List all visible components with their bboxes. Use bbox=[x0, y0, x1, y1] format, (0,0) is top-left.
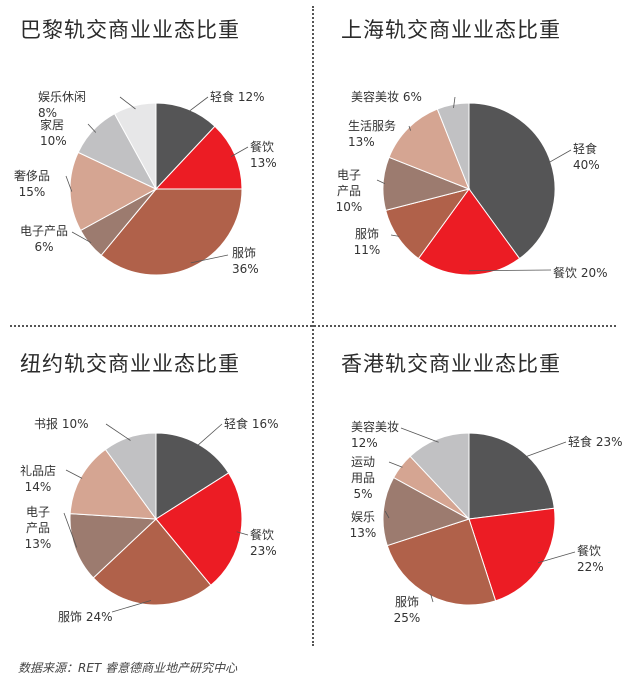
pie-slice bbox=[155, 472, 243, 586]
leader-line bbox=[376, 179, 386, 185]
leader-line bbox=[522, 441, 567, 459]
slice-label: 服饰 36% bbox=[232, 246, 259, 276]
leader-line bbox=[236, 531, 249, 536]
slice-label: 餐饮 23% bbox=[250, 527, 277, 558]
chart-panel-newyork: 纽约轨交商业业态比重 轻食 16% 餐饮 23% 服饰 24% 电子产品 13% 礼品店 14… bbox=[0, 330, 313, 660]
pie-slice bbox=[468, 507, 556, 602]
leader-line bbox=[546, 149, 572, 165]
leader-line bbox=[388, 461, 403, 468]
leader-line bbox=[408, 125, 411, 131]
slice-label: 服饰 25% bbox=[394, 595, 421, 625]
leader-line bbox=[384, 510, 390, 519]
slice-label: 礼品店 14% bbox=[20, 463, 56, 494]
leader-line bbox=[537, 551, 576, 564]
leader-line bbox=[230, 146, 249, 157]
chart-panel-paris: 巴黎轨交商业业态比重 轻食 12% 餐饮 13% 服饰 36% 电子产品 6% 奢侈品 15% 家… bbox=[0, 0, 313, 330]
slice-label: 家居 10% bbox=[40, 117, 67, 148]
pie-slice bbox=[417, 188, 521, 276]
slice-label: 服饰 11% bbox=[354, 227, 381, 257]
pie-slice bbox=[386, 518, 497, 606]
chart-title: 纽约轨交商业业态比重 bbox=[20, 352, 240, 376]
leader-line bbox=[185, 96, 209, 115]
chart-title: 巴黎轨交商业业态比重 bbox=[20, 18, 240, 42]
source-note: 数据来源：RET 睿意德商业地产研究中心 bbox=[18, 661, 238, 675]
leader-line bbox=[63, 512, 78, 548]
pie-slice bbox=[154, 125, 243, 190]
pie-chart-shanghai: 轻食 40% 餐饮 20% 服饰 11% 电子产品 10% 生活服务 13% 美容美妆 6% bbox=[336, 89, 608, 280]
leader-line bbox=[453, 96, 456, 108]
slice-label: 娱乐 13% bbox=[350, 510, 377, 540]
pie-chart-newyork: 轻食 16% 餐饮 23% 服饰 24% 电子产品 13% 礼品店 14% 书报 10% bbox=[20, 416, 279, 624]
chart-title: 香港轨交商业业态比重 bbox=[341, 352, 561, 376]
slice-label: 奢侈品 15% bbox=[14, 169, 50, 199]
slice-label: 书报 10% bbox=[34, 416, 89, 431]
slice-label: 电子产品 13% bbox=[25, 505, 52, 551]
slice-label: 生活服务 13% bbox=[348, 118, 396, 149]
leader-line bbox=[119, 96, 136, 110]
leader-line bbox=[390, 234, 400, 237]
slice-label: 餐饮 13% bbox=[250, 139, 277, 170]
slice-label: 运动用品 5% bbox=[351, 455, 375, 501]
slice-label: 餐饮 22% bbox=[577, 543, 604, 574]
pie-chart-paris: 轻食 12% 餐饮 13% 服饰 36% 电子产品 6% 奢侈品 15% 家居 10%娱乐休闲 8% bbox=[14, 89, 277, 276]
slice-label: 餐饮 20% bbox=[553, 265, 608, 280]
leader-line bbox=[71, 231, 92, 244]
slice-label: 美容美妆 6% bbox=[351, 89, 422, 104]
leader-line bbox=[430, 593, 434, 603]
pie-slice bbox=[409, 432, 470, 521]
slice-label: 娱乐休闲 8% bbox=[38, 90, 86, 120]
pie-slice bbox=[92, 518, 212, 606]
pie-chart-hongkong: 轻食 23% 餐饮 22% 服饰 25% 娱乐 13% 运动用品 5% 美容美妆 12% bbox=[350, 419, 623, 625]
leader-line bbox=[65, 175, 73, 192]
slice-label: 轻食 40% bbox=[573, 141, 600, 172]
leader-line bbox=[400, 427, 439, 443]
slice-label: 轻食 16% bbox=[224, 416, 279, 431]
slice-label: 服饰 24% bbox=[58, 610, 113, 624]
pie-slice bbox=[388, 108, 470, 190]
horizontal-divider bbox=[10, 325, 616, 327]
leader-line bbox=[65, 469, 83, 479]
slice-label: 电子产品 10% bbox=[336, 168, 363, 214]
slice-label: 轻食 12% bbox=[210, 89, 265, 104]
leader-line bbox=[195, 423, 223, 448]
leader-line bbox=[190, 254, 229, 264]
pie-slice bbox=[113, 102, 157, 190]
pie-slice bbox=[104, 432, 157, 521]
slice-label: 电子产品 6% bbox=[20, 224, 68, 254]
pie-slice bbox=[100, 188, 243, 276]
chart-panel-hongkong: 香港轨交商业业态比重 轻食 23% 餐饮 22% 服饰 25% 娱乐 13% 运动用品 5% 美容… bbox=[313, 330, 626, 660]
chart-title: 上海轨交商业业态比重 bbox=[341, 18, 561, 42]
pie-slice bbox=[155, 432, 230, 520]
pie-slice bbox=[436, 102, 470, 190]
slice-label: 轻食 23% bbox=[568, 434, 623, 449]
leader-line bbox=[105, 423, 131, 441]
pie-slice bbox=[468, 432, 555, 520]
leader-line bbox=[87, 123, 97, 133]
pie-slice bbox=[69, 151, 158, 232]
pie-slice bbox=[382, 476, 471, 547]
leader-line bbox=[468, 269, 552, 272]
pie-slice bbox=[468, 102, 556, 260]
pie-slice bbox=[69, 513, 158, 579]
leader-line bbox=[111, 600, 152, 613]
slice-label: 美容美妆 12% bbox=[351, 419, 399, 450]
chart-panel-shanghai: 上海轨交商业业态比重 轻食 40% 餐饮 20% 服饰 11% 电子产品 10% 生活服务 13… bbox=[313, 0, 626, 330]
pie-slice bbox=[155, 102, 216, 191]
